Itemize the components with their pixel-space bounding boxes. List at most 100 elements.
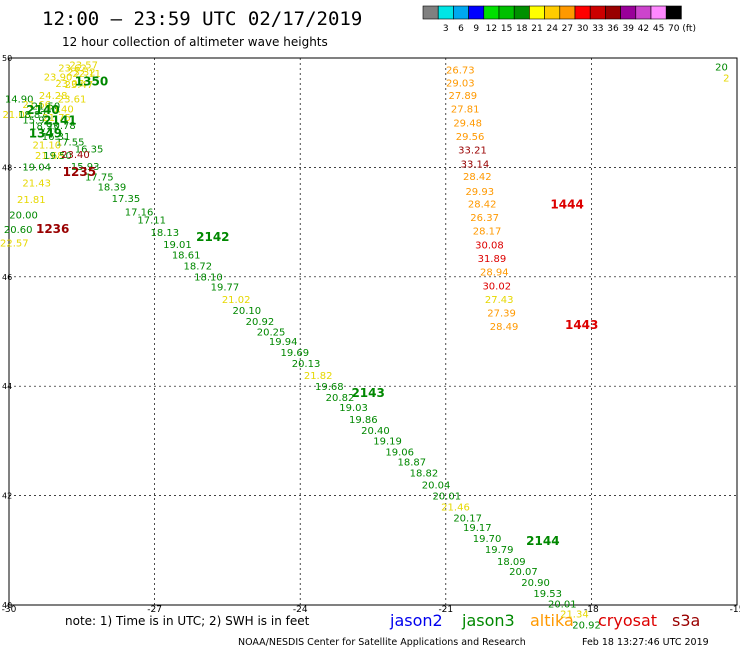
satellite-jason3: jason3 (461, 611, 515, 630)
pass-time-label: 2140 (26, 103, 59, 117)
wave-height-value: 23.47 (65, 80, 94, 91)
wave-height-value: 19.06 (385, 448, 414, 459)
wave-height-value: 30.02 (482, 281, 511, 292)
plot-area: -30-27-24-21-18-15404244464850 23.5723.6… (0, 54, 740, 632)
y-tick-label: 46 (2, 273, 12, 282)
wave-height-value: 20.92 (246, 317, 275, 328)
wave-height-value: 28.42 (463, 172, 492, 183)
wave-height-value: 23.07 (55, 79, 84, 90)
pass-time-label: 1349 (29, 126, 62, 140)
wave-height-value: 19.03 (339, 403, 368, 414)
wave-height-value: 20 (715, 63, 728, 74)
wave-height-value: 21.50 (32, 101, 61, 112)
wave-height-value: 24.28 (39, 91, 68, 102)
wave-height-value: 17.35 (112, 194, 141, 205)
pass-time-label: 1236 (36, 222, 69, 236)
wave-height-value: 18.10 (194, 273, 223, 284)
satellite-jason2: jason2 (389, 611, 443, 630)
wave-height-value: 20.78 (47, 121, 76, 132)
wave-height-value: 20.04 (422, 480, 451, 491)
wave-height-value: 19.68 (315, 382, 344, 393)
legend-swatch (422, 5, 439, 20)
x-tick-label: -27 (147, 605, 162, 615)
legend-swatch (635, 5, 652, 20)
wave-height-value: 20.00 (9, 210, 38, 221)
wave-height-value: 19.77 (211, 282, 240, 293)
x-tick-label: -18 (584, 605, 599, 615)
wave-height-value: 26.37 (470, 213, 499, 224)
legend-swatch (513, 5, 530, 20)
wave-height-value: 30.08 (475, 240, 504, 251)
legend-label: 18 (516, 24, 528, 34)
pass-time-label: 2142 (196, 230, 229, 244)
wave-height-value: 20.10 (232, 306, 261, 317)
legend-swatch (620, 5, 637, 20)
wave-height-value: 18.39 (98, 182, 127, 193)
satellite-cryosat: cryosat (598, 611, 657, 630)
legend-label: 15 (501, 24, 512, 34)
wave-height-value: 18.93 (30, 122, 59, 133)
legend-swatch (483, 5, 500, 20)
pass-time-label: 1444 (550, 197, 583, 211)
footer-credit: NOAA/NESDIS Center for Satellite Applica… (238, 637, 526, 648)
wave-height-value: 21.82 (304, 371, 333, 382)
wave-height-value: 20.60 (4, 225, 33, 236)
pass-time-label: 2141 (43, 114, 76, 128)
wave-height-value: 27.39 (487, 309, 516, 320)
legend-swatch (468, 5, 485, 20)
wave-height-value: 19.04 (22, 163, 51, 174)
pass-time-label: 2143 (351, 386, 384, 400)
wave-height-value: 20.25 (257, 327, 286, 338)
wave-height-value: 19.86 (349, 415, 378, 426)
wave-height-value: 21.00 (2, 110, 31, 121)
wave-height-value: 22.11 (72, 69, 101, 80)
legend-swatch (589, 5, 606, 20)
wave-height-value: 23.90 (44, 72, 73, 83)
wave-height-value: 33.14 (461, 159, 490, 170)
chart-title: 12:00 – 23:59 UTC 02/17/2019 (42, 8, 362, 30)
wave-height-value: 23.32 (67, 68, 96, 79)
legend-label: 27 (562, 24, 573, 34)
legend-swatch (574, 5, 591, 20)
wave-height-value: 2 (723, 74, 729, 85)
legend-label: 42 (638, 24, 649, 34)
legend-label: 33 (592, 24, 603, 34)
pass-time-label: 1443 (565, 318, 598, 332)
satellite-legend: jason2 jason3 altika cryosat s3a (389, 611, 700, 630)
wave-height-value: 21.46 (441, 502, 470, 513)
x-tick-label: -15 (730, 605, 740, 615)
legend-swatch (650, 5, 667, 20)
wave-height-value: 17.11 (137, 216, 166, 227)
legend-label: 6 (458, 24, 464, 34)
axis-ticks: -30 -27 -24 -21 -18 -15 40 42 44 46 48 50 (2, 54, 740, 615)
legend-label: 3 (443, 24, 449, 34)
satellite-s3a: s3a (672, 611, 700, 630)
wave-height-value: 33.21 (458, 146, 487, 157)
wave-height-value: 21.81 (17, 195, 46, 206)
wave-height-value: 19.50 (43, 151, 72, 162)
y-tick-label: 48 (2, 163, 12, 172)
y-tick-label: 40 (2, 601, 12, 610)
y-tick-label: 42 (2, 492, 12, 501)
wave-height-value: 19.01 (163, 240, 192, 251)
wave-height-value: 26.73 (446, 65, 475, 76)
legend-label: 70 (668, 24, 680, 34)
wave-height-value: 19.79 (485, 545, 514, 556)
wave-height-value: 20.90 (521, 578, 550, 589)
legend-label: 12 (486, 24, 497, 34)
legend-swatch (605, 5, 621, 20)
wave-height-value: 20.13 (292, 359, 321, 370)
wave-height-value: 21.75 (42, 113, 71, 124)
legend-swatch (498, 5, 515, 20)
legend-label: 45 (653, 24, 664, 34)
legend-label: 30 (577, 24, 589, 34)
wave-height-value: 17.55 (56, 138, 85, 149)
wave-height-value: 17.16 (125, 208, 154, 219)
x-tick-label: -30 (2, 605, 17, 615)
wave-height-value: 31.89 (478, 254, 507, 265)
wave-height-value: 21.43 (22, 179, 51, 190)
legend-unit: (ft) (682, 24, 696, 34)
wave-height-value: 28.94 (480, 268, 509, 279)
wave-height-value: 18.61 (172, 251, 201, 262)
